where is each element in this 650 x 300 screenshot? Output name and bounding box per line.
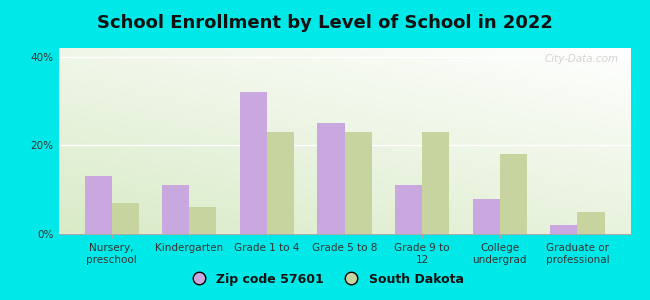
Text: City-Data.com: City-Data.com <box>545 54 619 64</box>
Bar <box>577 212 605 234</box>
Bar <box>344 132 372 234</box>
Text: School Enrollment by Level of School in 2022: School Enrollment by Level of School in … <box>97 14 553 32</box>
Bar <box>395 185 422 234</box>
Bar <box>112 203 139 234</box>
Bar <box>422 132 449 234</box>
Bar <box>500 154 527 234</box>
Bar <box>550 225 577 234</box>
Legend: Zip code 57601, South Dakota: Zip code 57601, South Dakota <box>181 268 469 291</box>
Bar <box>473 199 500 234</box>
Bar <box>267 132 294 234</box>
Bar <box>189 207 216 234</box>
Bar <box>317 123 344 234</box>
Bar <box>84 176 112 234</box>
Bar <box>240 92 267 234</box>
Bar <box>162 185 189 234</box>
